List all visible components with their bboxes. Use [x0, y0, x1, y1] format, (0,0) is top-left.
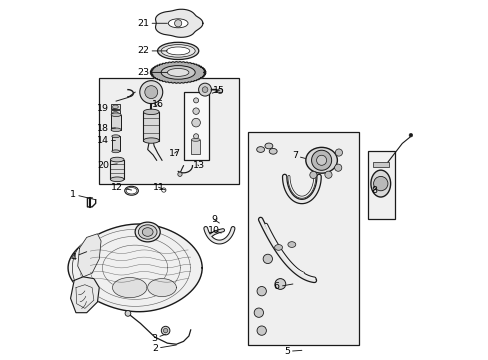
Ellipse shape: [110, 177, 124, 181]
Polygon shape: [147, 279, 176, 297]
Ellipse shape: [161, 45, 195, 57]
Circle shape: [193, 98, 198, 103]
Text: 21: 21: [137, 19, 167, 28]
Polygon shape: [78, 234, 101, 277]
Bar: [191, 140, 200, 154]
Bar: [372, 162, 388, 167]
Ellipse shape: [111, 113, 121, 117]
Text: 18: 18: [97, 123, 115, 132]
Ellipse shape: [166, 47, 189, 55]
Ellipse shape: [143, 109, 159, 114]
Polygon shape: [150, 62, 205, 83]
Bar: [247, 132, 359, 345]
Text: 11: 11: [152, 183, 165, 192]
Text: 20: 20: [97, 161, 117, 170]
Ellipse shape: [161, 66, 195, 79]
Bar: [143, 112, 159, 140]
Ellipse shape: [135, 222, 160, 242]
Circle shape: [217, 89, 222, 94]
Ellipse shape: [138, 225, 157, 239]
Ellipse shape: [370, 170, 390, 197]
Ellipse shape: [112, 150, 120, 153]
Ellipse shape: [142, 228, 153, 236]
Text: 16: 16: [151, 100, 163, 109]
Circle shape: [257, 287, 266, 296]
Ellipse shape: [287, 242, 295, 247]
Circle shape: [408, 134, 412, 137]
Circle shape: [263, 254, 272, 264]
Bar: [111, 115, 121, 130]
Text: 8: 8: [370, 186, 377, 195]
Polygon shape: [112, 278, 147, 298]
Circle shape: [274, 279, 285, 289]
Circle shape: [198, 83, 211, 96]
Bar: [99, 78, 239, 184]
Bar: [111, 111, 120, 116]
Bar: [110, 159, 124, 179]
Polygon shape: [68, 224, 202, 312]
Ellipse shape: [112, 135, 120, 138]
Circle shape: [161, 326, 169, 335]
Polygon shape: [155, 9, 203, 37]
Circle shape: [316, 155, 326, 165]
Text: 22: 22: [137, 46, 167, 55]
Circle shape: [174, 20, 182, 27]
Text: 17: 17: [168, 149, 180, 158]
Ellipse shape: [274, 244, 282, 250]
Circle shape: [193, 134, 198, 139]
Text: 5: 5: [283, 347, 301, 356]
Ellipse shape: [264, 143, 272, 149]
Circle shape: [335, 149, 342, 156]
Ellipse shape: [305, 147, 337, 173]
Ellipse shape: [269, 148, 277, 154]
Ellipse shape: [110, 157, 124, 162]
Ellipse shape: [167, 68, 188, 76]
Text: 15: 15: [212, 86, 225, 95]
Text: 23: 23: [137, 68, 167, 77]
Circle shape: [191, 118, 200, 127]
Ellipse shape: [111, 128, 121, 132]
Text: 12: 12: [111, 183, 131, 192]
Ellipse shape: [157, 42, 198, 59]
Circle shape: [144, 86, 158, 99]
Text: 2: 2: [152, 344, 176, 353]
Bar: [367, 151, 394, 220]
Text: 7: 7: [291, 151, 305, 160]
Circle shape: [192, 108, 199, 114]
Ellipse shape: [112, 105, 118, 109]
Ellipse shape: [191, 138, 200, 141]
Polygon shape: [70, 277, 99, 313]
Ellipse shape: [143, 138, 159, 143]
Circle shape: [324, 171, 331, 178]
Ellipse shape: [112, 112, 118, 115]
Circle shape: [257, 326, 266, 335]
Circle shape: [202, 87, 207, 93]
Text: 6: 6: [273, 282, 292, 291]
Bar: [183, 92, 208, 160]
Circle shape: [309, 171, 316, 179]
Text: 3: 3: [151, 334, 165, 343]
Text: 9: 9: [211, 215, 219, 224]
Ellipse shape: [168, 19, 187, 28]
Circle shape: [254, 308, 263, 318]
Bar: [111, 104, 120, 109]
Text: 14: 14: [97, 136, 115, 145]
Ellipse shape: [256, 147, 264, 152]
Text: 10: 10: [207, 226, 221, 235]
Circle shape: [140, 81, 163, 104]
Circle shape: [178, 172, 182, 176]
Text: 1: 1: [70, 190, 96, 200]
Circle shape: [125, 311, 131, 316]
Circle shape: [311, 150, 331, 170]
Text: 4: 4: [70, 252, 86, 262]
Circle shape: [334, 164, 341, 171]
Text: 13: 13: [192, 161, 204, 170]
Bar: [112, 136, 120, 151]
Text: 19: 19: [97, 104, 115, 113]
Circle shape: [373, 176, 387, 191]
Circle shape: [163, 328, 167, 333]
